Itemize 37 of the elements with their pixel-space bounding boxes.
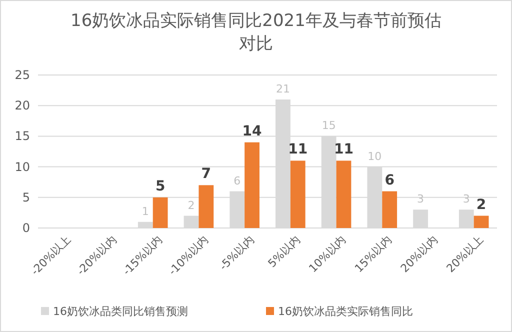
y-tick-label: 20	[14, 98, 30, 113]
bar	[336, 160, 352, 228]
data-label: 6	[384, 172, 394, 188]
x-tick-label: 5%以内	[266, 233, 303, 270]
data-label: 10	[368, 150, 382, 163]
bar	[413, 210, 428, 228]
x-tick-label: -5%以内	[216, 233, 257, 273]
legend-label: 16奶饮冰品类实际销售同比	[278, 305, 413, 318]
data-label: 2	[476, 196, 486, 213]
data-label: 3	[462, 192, 470, 206]
bar	[198, 185, 214, 228]
data-label: 21	[276, 82, 290, 96]
bar	[382, 191, 398, 228]
bar	[458, 210, 474, 228]
bar	[184, 216, 199, 228]
data-label: 7	[201, 166, 212, 182]
y-tick-label: 15	[14, 129, 30, 144]
data-label: 1	[142, 204, 149, 218]
bar	[138, 222, 153, 228]
bar	[474, 216, 489, 228]
y-tick-label: 25	[14, 68, 30, 82]
y-tick-label: 10	[14, 160, 30, 174]
bar	[290, 160, 306, 228]
chart-title: 16奶饮冰品实际销售同比2021年及与春节前预估对比	[70, 11, 442, 54]
data-label: 2	[188, 198, 195, 212]
legend-label: 16奶饮冰品类同比销售预测	[53, 305, 188, 318]
y-tick-label: 5	[22, 190, 30, 204]
bar	[244, 142, 260, 228]
bar	[152, 197, 168, 228]
y-tick-label: 0	[22, 221, 30, 235]
data-label: 11	[288, 142, 308, 158]
data-label: 3	[417, 192, 424, 206]
data-label: 15	[322, 119, 336, 132]
data-label: 14	[242, 123, 262, 140]
data-label: 5	[155, 178, 166, 194]
data-label: 11	[334, 142, 354, 158]
data-label: 6	[234, 174, 241, 188]
